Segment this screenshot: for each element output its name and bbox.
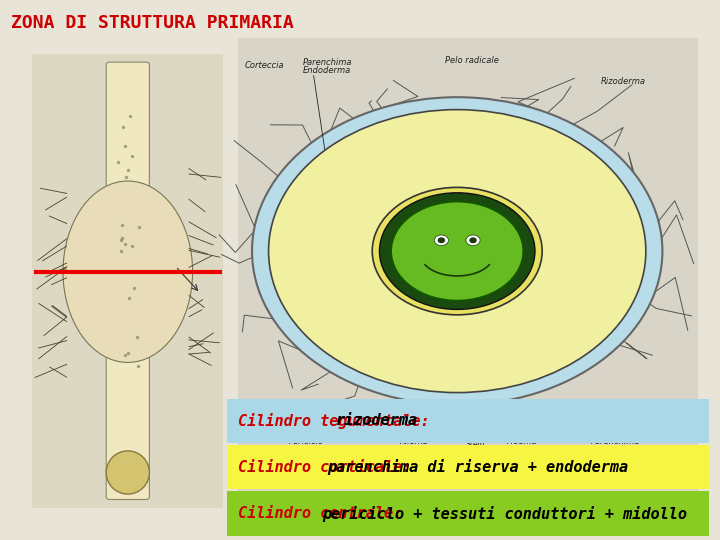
Text: Corteccia: Corteccia <box>245 61 284 70</box>
FancyBboxPatch shape <box>107 62 150 500</box>
Circle shape <box>372 187 542 315</box>
Text: Stelo: Stelo <box>466 440 485 449</box>
Text: periciclo + tessuti conduttori + midollo: periciclo + tessuti conduttori + midollo <box>323 505 688 522</box>
Text: Rizoderma: Rizoderma <box>601 77 647 86</box>
Text: Xilema: Xilema <box>400 437 428 447</box>
Circle shape <box>438 238 444 242</box>
Text: ZONA DI STRUTTURA PRIMARIA: ZONA DI STRUTTURA PRIMARIA <box>11 14 294 31</box>
Text: parenchima di riserva + endoderma: parenchima di riserva + endoderma <box>327 459 628 475</box>
Text: Cilindro centrale:: Cilindro centrale: <box>238 506 411 521</box>
Circle shape <box>470 238 476 242</box>
Circle shape <box>466 235 480 246</box>
Text: Parenchima: Parenchima <box>591 437 640 447</box>
FancyBboxPatch shape <box>227 399 709 443</box>
Text: Periciclo: Periciclo <box>289 437 323 447</box>
Text: Endoderma: Endoderma <box>302 65 351 75</box>
Ellipse shape <box>63 181 193 362</box>
FancyBboxPatch shape <box>227 445 709 489</box>
Text: Cilindro tegumentale:: Cilindro tegumentale: <box>238 413 438 429</box>
Circle shape <box>391 201 523 301</box>
Text: rizoderma: rizoderma <box>336 413 418 428</box>
Circle shape <box>252 97 662 405</box>
FancyBboxPatch shape <box>227 491 709 536</box>
Text: Floema: Floema <box>507 437 537 447</box>
Text: Pelo radicale: Pelo radicale <box>445 56 498 65</box>
Circle shape <box>434 235 449 246</box>
Ellipse shape <box>107 451 150 494</box>
Text: Parenchima: Parenchima <box>302 58 352 68</box>
FancyBboxPatch shape <box>32 54 223 508</box>
Text: Cilindro corticale:: Cilindro corticale: <box>238 460 420 475</box>
Circle shape <box>379 193 535 309</box>
Circle shape <box>269 110 646 393</box>
FancyBboxPatch shape <box>238 38 698 513</box>
